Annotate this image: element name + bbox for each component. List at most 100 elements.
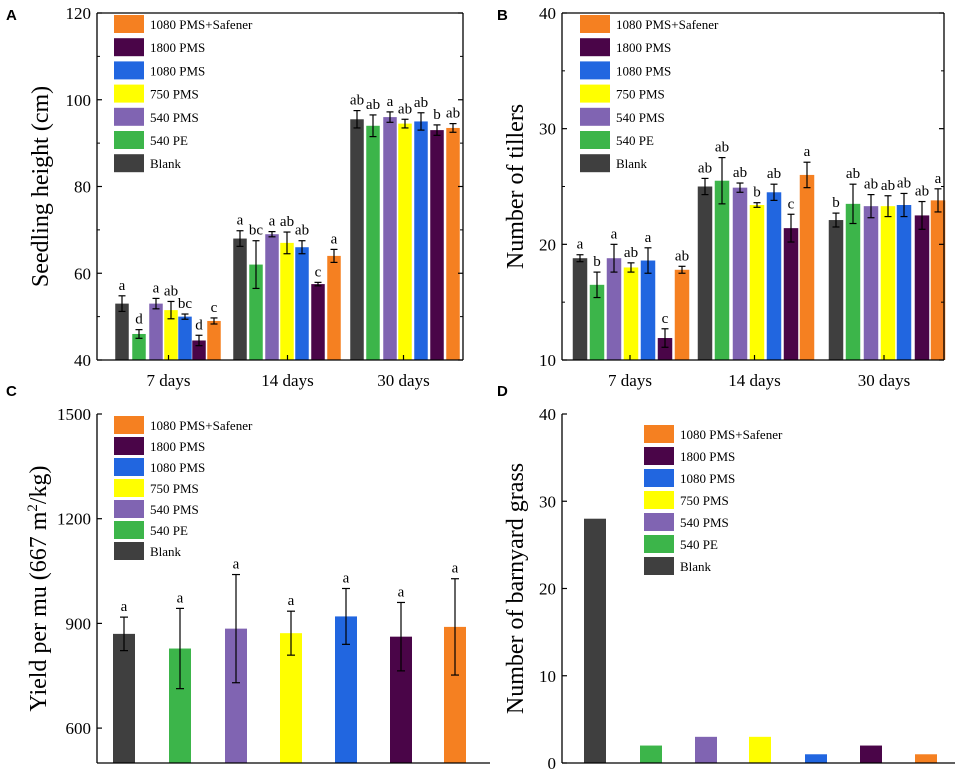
legend-label: 1080 PMS — [150, 460, 205, 475]
error-bar — [176, 607, 184, 690]
legend-label: 1800 PMS — [680, 449, 735, 464]
legend-swatch-750-pms — [644, 491, 674, 509]
significance-label: ab — [398, 101, 412, 117]
legend-swatch-540-pms — [114, 500, 144, 518]
error-bar — [451, 578, 459, 676]
legend-label: 1080 PMS+Safener — [680, 427, 783, 442]
legend-label: 1080 PMS+Safener — [616, 17, 719, 32]
legend-label: 540 PE — [616, 133, 654, 148]
y-tick-label: 60 — [74, 264, 91, 283]
bar-750-pms-7-days — [164, 310, 178, 360]
legend-swatch-540-pms — [114, 107, 144, 126]
legend-swatch-blank — [580, 154, 610, 173]
significance-label: a — [387, 94, 394, 110]
legend-swatch-750-pms — [580, 84, 610, 103]
y-axis-label: Seedling height (cm) — [28, 86, 54, 287]
significance-label: c — [315, 264, 322, 280]
error-bar — [120, 616, 128, 652]
error-bar — [401, 118, 409, 129]
error-bar — [934, 188, 942, 213]
bar-blank-30-days — [828, 220, 844, 360]
significance-label: a — [237, 213, 244, 229]
significance-label: ab — [715, 140, 729, 156]
y-tick-label: 30 — [539, 120, 556, 139]
bar-1080-pms-14-days — [766, 192, 782, 360]
significance-label: b — [593, 254, 601, 270]
significance-label: a — [611, 226, 618, 242]
significance-label: ab — [881, 178, 895, 194]
bar-blank-14-days — [233, 238, 247, 360]
bar-540-pe-30-days — [845, 203, 861, 360]
significance-label: ab — [846, 166, 860, 182]
error-bar — [593, 271, 601, 299]
bar-540-pms-7-days — [606, 258, 622, 360]
bar-750-pms — [749, 736, 771, 763]
bar-1080-pms-safener-7-days — [207, 320, 221, 360]
y-tick-label: 100 — [66, 91, 92, 110]
bar-blank-7-days — [572, 258, 588, 360]
y-axis-label-tail: /kg) — [26, 465, 52, 504]
bar-1800-pms-14-days — [311, 284, 325, 360]
legend-swatch-1080-pms — [580, 61, 610, 80]
panel-a: Aaaabdbcabaaaabababbcababdcbcaab40608010… — [6, 4, 464, 390]
error-bar — [736, 182, 744, 193]
legend-label: 1080 PMS — [616, 63, 671, 78]
bar-1080-pms-safener-7-days — [674, 269, 690, 360]
legend-label: Blank — [150, 544, 182, 559]
significance-label: c — [662, 311, 669, 327]
panel-d: D 0 10 20 30 40 Number of barnyard grass 1080 P… — [497, 383, 955, 772]
error-bar — [678, 265, 686, 274]
legend-label: 540 PE — [150, 523, 188, 538]
significance-label: a — [935, 171, 942, 187]
significance-label: ab — [864, 177, 878, 193]
legend-label: 1080 PMS — [680, 471, 735, 486]
error-bar — [287, 610, 295, 656]
legend-label: 1800 PMS — [150, 439, 205, 454]
legend-swatch-1080-pms — [114, 458, 144, 476]
y-tick-label: 20 — [539, 580, 556, 599]
significance-label: ab — [698, 160, 712, 176]
legend-label: 540 PE — [150, 133, 188, 148]
significance-label: b — [433, 107, 441, 123]
bar-750-pms — [280, 633, 302, 763]
bar-1080-pms-7-days — [178, 316, 192, 360]
significance-label: ab — [624, 245, 638, 261]
significance-label: ab — [446, 106, 460, 122]
legend-swatch-1080-pms — [644, 469, 674, 487]
significance-label: c — [788, 196, 795, 212]
legend-label: 540 PE — [680, 537, 718, 552]
y-tick-label: 10 — [539, 351, 556, 370]
bar-blank-7-days — [115, 303, 129, 360]
error-bar — [210, 317, 218, 325]
legend-swatch-1800-pms — [114, 38, 144, 57]
bar-540-pms — [695, 736, 717, 763]
bar-540-pms-30-days — [863, 206, 879, 360]
x-tick-label: 7 days — [608, 371, 652, 390]
error-bar — [268, 231, 276, 238]
significance-label: b — [832, 195, 840, 211]
error-bar — [167, 300, 175, 320]
error-bar — [386, 111, 394, 123]
bar-1800-pms-7-days — [657, 338, 673, 360]
bar-540-pms-7-days — [149, 303, 163, 360]
error-bar — [644, 247, 652, 274]
legend-label: 750 PMS — [150, 481, 199, 496]
significance-label: ab — [733, 165, 747, 181]
legend-swatch-1800-pms — [114, 437, 144, 455]
y-tick-label: 120 — [66, 4, 92, 23]
panel-letter: C — [6, 383, 17, 400]
bar-540-pms-30-days — [383, 117, 397, 360]
bars — [584, 518, 937, 763]
significance-label: ab — [164, 283, 178, 299]
significance-label: bc — [249, 223, 264, 239]
bar-750-pms-7-days — [623, 267, 639, 360]
bars: a a a a a a a — [113, 557, 466, 763]
bar-1080-pms — [805, 754, 827, 763]
legend: 1080 PMS+Safener 1800 PMS 1080 PMS 750 PMS 5… — [580, 15, 719, 173]
error-bar — [576, 254, 584, 263]
y-tick-label: 0 — [548, 754, 557, 772]
legend-swatch-540-pe — [114, 131, 144, 149]
bar-blank — [113, 633, 135, 763]
